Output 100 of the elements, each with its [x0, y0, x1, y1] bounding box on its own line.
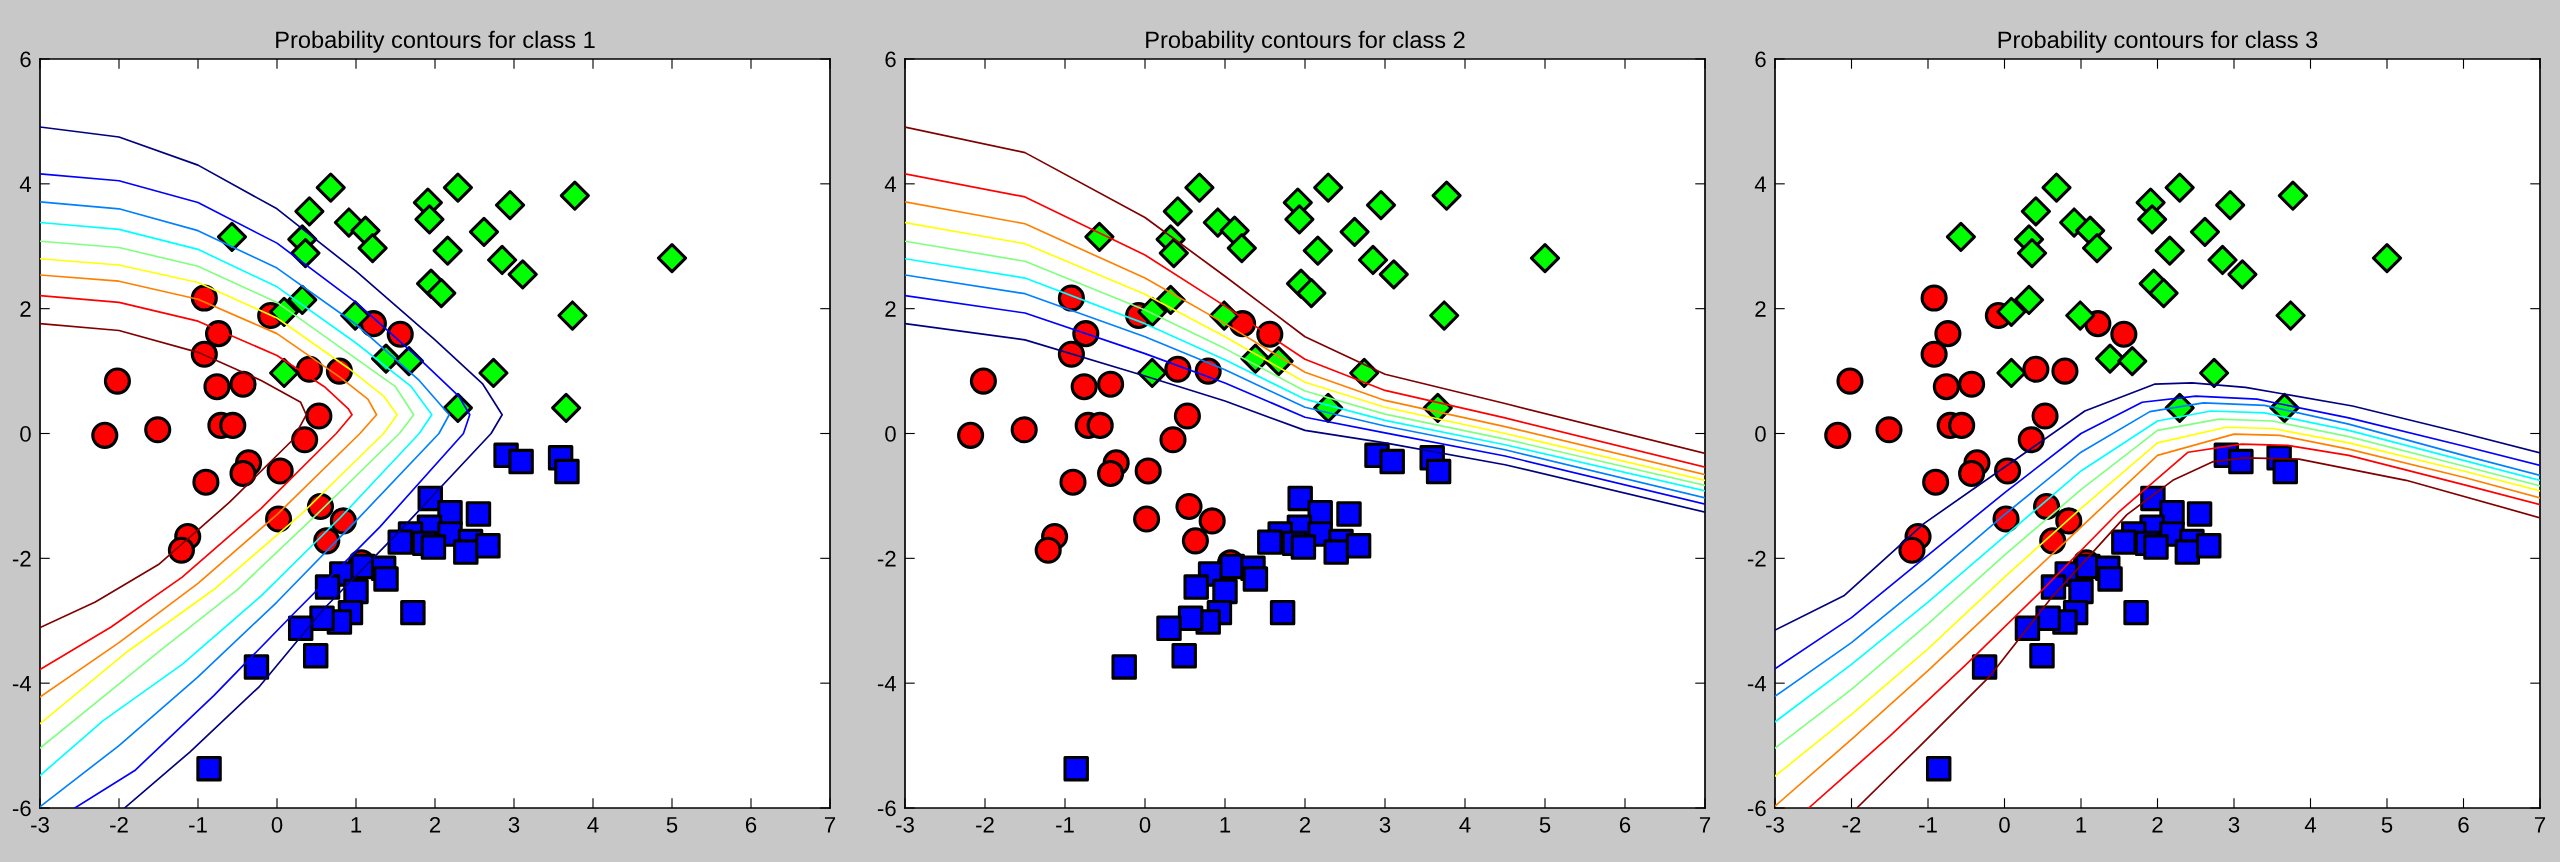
point — [1875, 416, 1903, 444]
point — [1183, 574, 1209, 600]
x-tick-label: 7 — [2534, 817, 2546, 833]
y-tick-label: -2 — [12, 550, 31, 567]
point — [1162, 196, 1193, 227]
point — [2186, 501, 2213, 527]
y-tick-label: 4 — [19, 176, 32, 192]
x-tick-label: 4 — [587, 817, 599, 833]
point — [2148, 278, 2179, 309]
x-tick-label: 2 — [429, 816, 441, 833]
point — [2031, 402, 2059, 430]
point — [1345, 533, 1372, 559]
point — [2227, 259, 2258, 290]
point — [2154, 235, 2185, 266]
y-tick-label: -6 — [877, 800, 896, 817]
point — [2143, 534, 2169, 560]
point — [1922, 468, 1950, 496]
point — [1198, 507, 1226, 535]
point — [1059, 468, 1087, 496]
point — [2164, 172, 2195, 203]
x-tick-label: 5 — [2381, 817, 2393, 833]
x-tick-label: -3 — [31, 816, 49, 833]
point — [656, 243, 688, 274]
point — [400, 599, 426, 626]
point — [291, 426, 319, 454]
point — [1226, 233, 1257, 264]
point — [559, 180, 590, 211]
x-tick-label: -2 — [110, 816, 128, 833]
x-tick-label: -3 — [1766, 816, 1784, 833]
point — [1175, 492, 1203, 521]
point — [1072, 320, 1100, 348]
point — [1290, 534, 1317, 560]
x-tick-label: 0 — [1139, 816, 1151, 833]
point — [2051, 357, 2079, 385]
chart-title: Probability contours for class 3 — [1998, 30, 2318, 53]
point — [190, 340, 218, 368]
point — [1948, 411, 1976, 439]
point — [969, 367, 997, 395]
point — [465, 501, 492, 527]
y-tick-label: -6 — [12, 800, 31, 817]
point — [1431, 180, 1462, 211]
line-series — [40, 322, 308, 629]
point — [1365, 189, 1397, 221]
x-tick-label: 3 — [1379, 816, 1391, 833]
chart-title: Probability contours for class 1 — [276, 30, 595, 53]
point — [554, 458, 580, 485]
point — [192, 468, 220, 496]
point — [1156, 615, 1182, 641]
x-tick-label: -2 — [1842, 816, 1861, 833]
point — [1134, 457, 1162, 485]
x-tick-label: -3 — [896, 816, 914, 833]
line-series — [1775, 382, 2540, 631]
point — [2277, 180, 2308, 211]
point — [219, 411, 247, 439]
point — [266, 457, 294, 485]
point — [315, 172, 346, 203]
line-series — [905, 126, 1705, 455]
point — [2117, 346, 2148, 377]
point — [314, 574, 341, 600]
x-tick-label: -2 — [976, 816, 994, 833]
point — [1425, 458, 1452, 485]
point — [1181, 527, 1209, 555]
point — [386, 320, 414, 348]
point — [2065, 300, 2096, 331]
x-tick-label: 6 — [2458, 816, 2469, 833]
point — [2275, 300, 2306, 331]
line-series — [905, 322, 1705, 513]
point — [1097, 459, 1125, 488]
point — [387, 529, 413, 555]
point — [1097, 370, 1125, 398]
x-tick-label: 3 — [508, 816, 520, 833]
x-tick-label: 4 — [1459, 817, 1471, 833]
point — [442, 172, 473, 203]
point — [1920, 284, 1948, 312]
point — [103, 367, 131, 395]
point — [1010, 416, 1038, 444]
point — [1137, 296, 1168, 327]
x-tick-label: -1 — [1919, 817, 1937, 833]
point — [196, 755, 222, 782]
point — [2272, 458, 2298, 485]
point — [2016, 238, 2048, 269]
y-tick-label: 6 — [1755, 51, 1766, 68]
point — [420, 534, 447, 560]
point — [1996, 357, 2027, 389]
point — [2123, 599, 2149, 626]
point — [478, 357, 509, 389]
y-tick-label: 2 — [1755, 301, 1766, 317]
point — [507, 259, 538, 290]
point — [1296, 278, 1327, 309]
y-tick-label: -4 — [877, 675, 897, 692]
point — [2215, 189, 2246, 221]
point — [243, 654, 270, 680]
point — [2022, 355, 2050, 383]
point — [1070, 373, 1098, 401]
point — [2041, 172, 2072, 203]
x-tick-label: 1 — [2076, 817, 2087, 833]
x-tick-label: 6 — [745, 816, 757, 833]
point — [269, 357, 300, 389]
point — [203, 373, 231, 401]
point — [551, 392, 582, 423]
